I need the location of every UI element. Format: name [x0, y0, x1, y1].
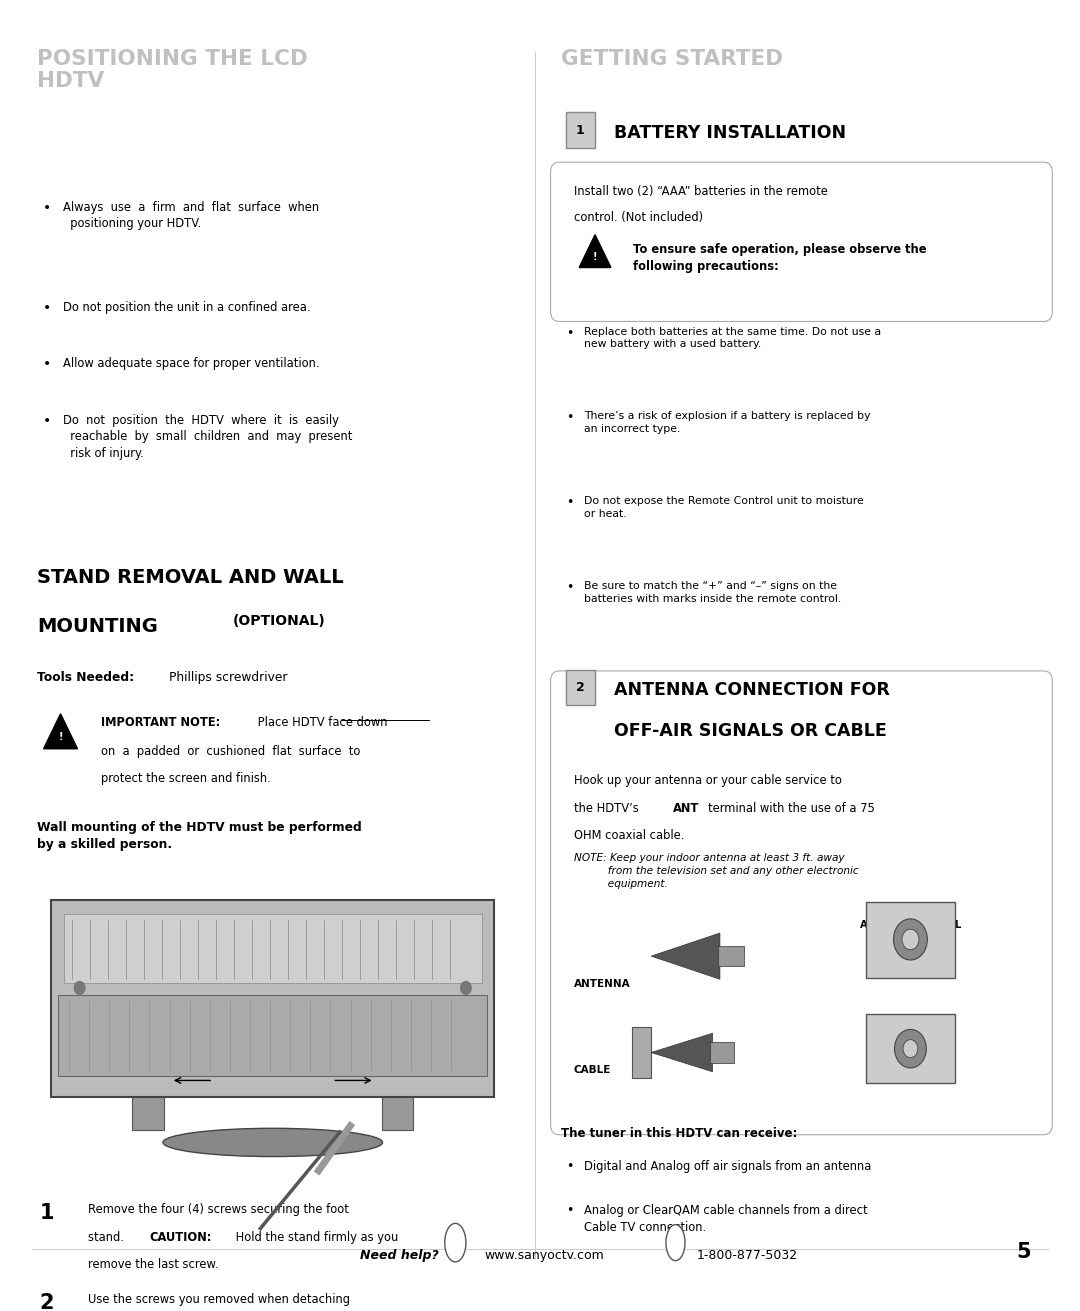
Text: 1-800-877-5032: 1-800-877-5032: [697, 1249, 798, 1262]
Text: !: !: [593, 252, 597, 262]
Circle shape: [75, 982, 85, 994]
FancyBboxPatch shape: [711, 1042, 733, 1063]
Text: Install two (2) “AAA” batteries in the remote: Install two (2) “AAA” batteries in the r…: [573, 185, 827, 198]
Text: Place HDTV face down: Place HDTV face down: [254, 716, 388, 729]
Text: on  a  padded  or  cushioned  flat  surface  to: on a padded or cushioned flat surface to: [100, 746, 360, 759]
Text: Tools Needed:: Tools Needed:: [37, 671, 134, 684]
Text: CAUTION:: CAUTION:: [149, 1231, 212, 1244]
Text: control. (Not included): control. (Not included): [573, 211, 703, 224]
Text: Remove the four (4) screws securing the foot: Remove the four (4) screws securing the …: [89, 1202, 349, 1215]
Text: Be sure to match the “+” and “–” signs on the
batteries with marks inside the re: Be sure to match the “+” and “–” signs o…: [584, 581, 841, 604]
Text: Do not position the unit in a confined area.: Do not position the unit in a confined a…: [63, 302, 310, 313]
Text: •: •: [42, 302, 51, 315]
FancyBboxPatch shape: [551, 671, 1052, 1135]
Text: •: •: [567, 496, 573, 509]
Text: Do  not  position  the  HDTV  where  it  is  easily
  reachable  by  small  chil: Do not position the HDTV where it is eas…: [63, 414, 352, 460]
Text: STAND REMOVAL AND WALL: STAND REMOVAL AND WALL: [37, 568, 343, 587]
Text: Allow adequate space for proper ventilation.: Allow adequate space for proper ventilat…: [63, 358, 320, 371]
Text: OHM coaxial cable.: OHM coaxial cable.: [573, 829, 685, 842]
Polygon shape: [579, 235, 611, 267]
Text: !: !: [58, 733, 63, 742]
Text: ANTENNA CONNECTION FOR: ANTENNA CONNECTION FOR: [615, 682, 890, 699]
Text: To ensure safe operation, please observe the
following precautions:: To ensure safe operation, please observe…: [633, 243, 927, 273]
FancyBboxPatch shape: [632, 1027, 651, 1078]
Text: MOUNTING: MOUNTING: [37, 617, 158, 636]
Text: ANT: ANT: [673, 802, 700, 815]
Text: 1: 1: [39, 1202, 54, 1223]
Circle shape: [894, 1029, 927, 1068]
Text: Digital and Analog off air signals from an antenna: Digital and Analog off air signals from …: [584, 1160, 872, 1173]
Ellipse shape: [445, 1223, 465, 1262]
FancyBboxPatch shape: [51, 899, 495, 1097]
Text: CABLE: CABLE: [573, 1066, 611, 1075]
Text: •: •: [42, 414, 51, 427]
FancyBboxPatch shape: [718, 945, 744, 966]
Circle shape: [902, 929, 919, 949]
FancyBboxPatch shape: [132, 1095, 164, 1130]
Text: •: •: [567, 1160, 573, 1173]
Text: Analog or ClearQAM cable channels from a direct
Cable TV connection.: Analog or ClearQAM cable channels from a…: [584, 1203, 868, 1234]
Text: ANALOG / DIGITAL
ANTENNA IN: ANALOG / DIGITAL ANTENNA IN: [860, 920, 961, 943]
Text: Need help?: Need help?: [360, 1249, 438, 1262]
Circle shape: [893, 919, 928, 960]
Text: 2: 2: [39, 1293, 54, 1311]
Text: terminal with the use of a 75: terminal with the use of a 75: [708, 802, 875, 815]
Text: 5: 5: [1016, 1242, 1031, 1262]
Circle shape: [461, 982, 471, 994]
Text: OFF-AIR SIGNALS OR CABLE: OFF-AIR SIGNALS OR CABLE: [615, 722, 887, 741]
Text: 2: 2: [576, 682, 584, 694]
FancyBboxPatch shape: [58, 995, 487, 1075]
Text: IMPORTANT NOTE:: IMPORTANT NOTE:: [100, 716, 220, 729]
Text: Do not expose the Remote Control unit to moisture
or heat.: Do not expose the Remote Control unit to…: [584, 496, 864, 519]
Text: ANTENNA: ANTENNA: [573, 979, 631, 990]
FancyBboxPatch shape: [866, 902, 955, 978]
Text: Replace both batteries at the same time. Do not use a
new battery with a used ba: Replace both batteries at the same time.…: [584, 326, 881, 350]
FancyBboxPatch shape: [566, 113, 595, 148]
Text: the HDTV’s: the HDTV’s: [573, 802, 638, 815]
Text: Always  use  a  firm  and  flat  surface  when
  positioning your HDTV.: Always use a firm and flat surface when …: [63, 201, 319, 231]
Text: protect the screen and finish.: protect the screen and finish.: [100, 772, 270, 785]
Text: •: •: [567, 581, 573, 594]
Text: Use the screws you removed when detaching: Use the screws you removed when detachin…: [89, 1293, 350, 1306]
Text: stand.: stand.: [89, 1231, 127, 1244]
Text: BATTERY INSTALLATION: BATTERY INSTALLATION: [615, 123, 847, 142]
Text: GETTING STARTED: GETTING STARTED: [562, 49, 783, 69]
Text: Hold the stand firmly as you: Hold the stand firmly as you: [232, 1231, 399, 1244]
FancyBboxPatch shape: [64, 914, 482, 983]
Text: •: •: [42, 358, 51, 371]
Text: Phillips screwdriver: Phillips screwdriver: [168, 671, 287, 684]
Text: •: •: [42, 201, 51, 215]
Text: Hook up your antenna or your cable service to: Hook up your antenna or your cable servi…: [573, 773, 841, 787]
FancyBboxPatch shape: [866, 1013, 955, 1083]
Ellipse shape: [163, 1129, 382, 1156]
Text: •: •: [567, 326, 573, 340]
Text: www.sanyoctv.com: www.sanyoctv.com: [485, 1249, 605, 1262]
Text: Wall mounting of the HDTV must be performed
by a skilled person.: Wall mounting of the HDTV must be perfor…: [37, 821, 362, 851]
Text: (OPTIONAL): (OPTIONAL): [233, 615, 326, 628]
Polygon shape: [651, 933, 720, 979]
Circle shape: [903, 1040, 918, 1058]
Text: 1: 1: [576, 123, 584, 136]
FancyBboxPatch shape: [551, 163, 1052, 321]
Text: POSITIONING THE LCD
HDTV: POSITIONING THE LCD HDTV: [37, 49, 308, 92]
Text: There’s a risk of explosion if a battery is replaced by
an incorrect type.: There’s a risk of explosion if a battery…: [584, 412, 870, 434]
Ellipse shape: [666, 1224, 685, 1261]
Text: •: •: [567, 412, 573, 425]
Text: NOTE: Keep your indoor antenna at least 3 ft. away
          from the television: NOTE: Keep your indoor antenna at least …: [573, 853, 859, 889]
Text: remove the last screw.: remove the last screw.: [89, 1259, 218, 1272]
Text: •: •: [567, 1203, 573, 1217]
Polygon shape: [43, 713, 78, 749]
FancyBboxPatch shape: [566, 670, 595, 705]
FancyBboxPatch shape: [381, 1095, 414, 1130]
Polygon shape: [651, 1033, 713, 1072]
Text: The tuner in this HDTV can receive:: The tuner in this HDTV can receive:: [562, 1127, 797, 1141]
